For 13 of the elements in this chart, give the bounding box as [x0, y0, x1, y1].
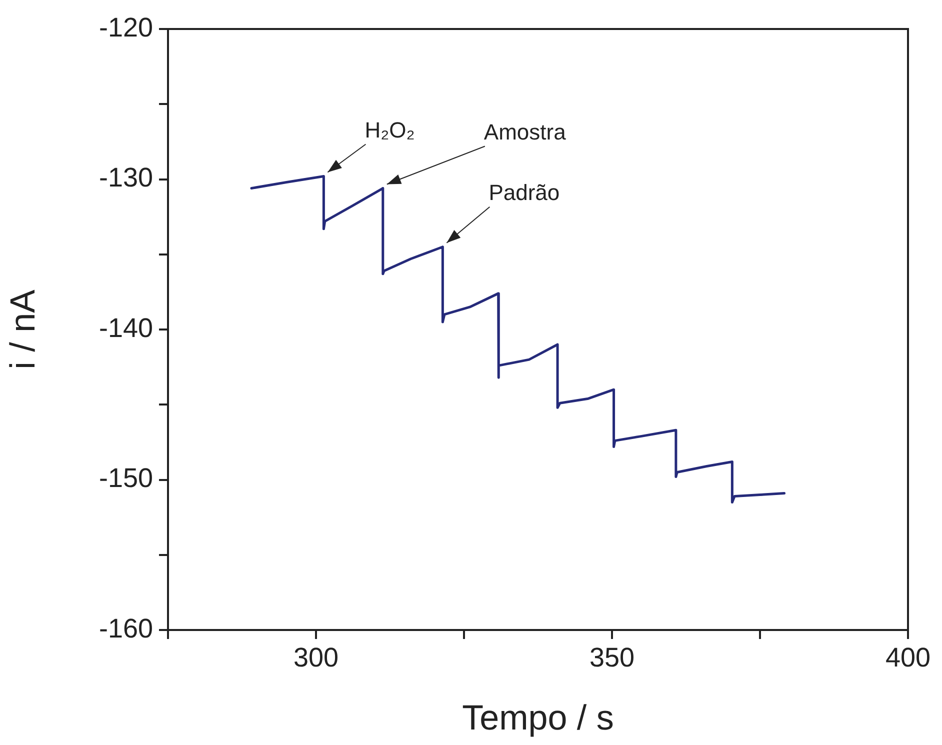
- x-tick-label: 400: [885, 642, 931, 673]
- x-axis-title: Tempo / s: [462, 698, 614, 738]
- annotation: Padrão: [488, 180, 560, 205]
- y-axis-title: i / nA: [4, 288, 43, 370]
- x-tick-label: 300: [293, 642, 339, 673]
- y-tick-label: -120: [98, 12, 153, 42]
- y-tick-label: -160: [98, 613, 153, 644]
- annotation: Amostra: [484, 119, 567, 144]
- y-tick-label: -130: [98, 162, 153, 193]
- y-tick-label: -140: [98, 312, 153, 343]
- y-tick-label: -150: [98, 463, 153, 494]
- annotation: H₂O₂: [364, 117, 415, 142]
- x-tick-label: 350: [589, 642, 635, 673]
